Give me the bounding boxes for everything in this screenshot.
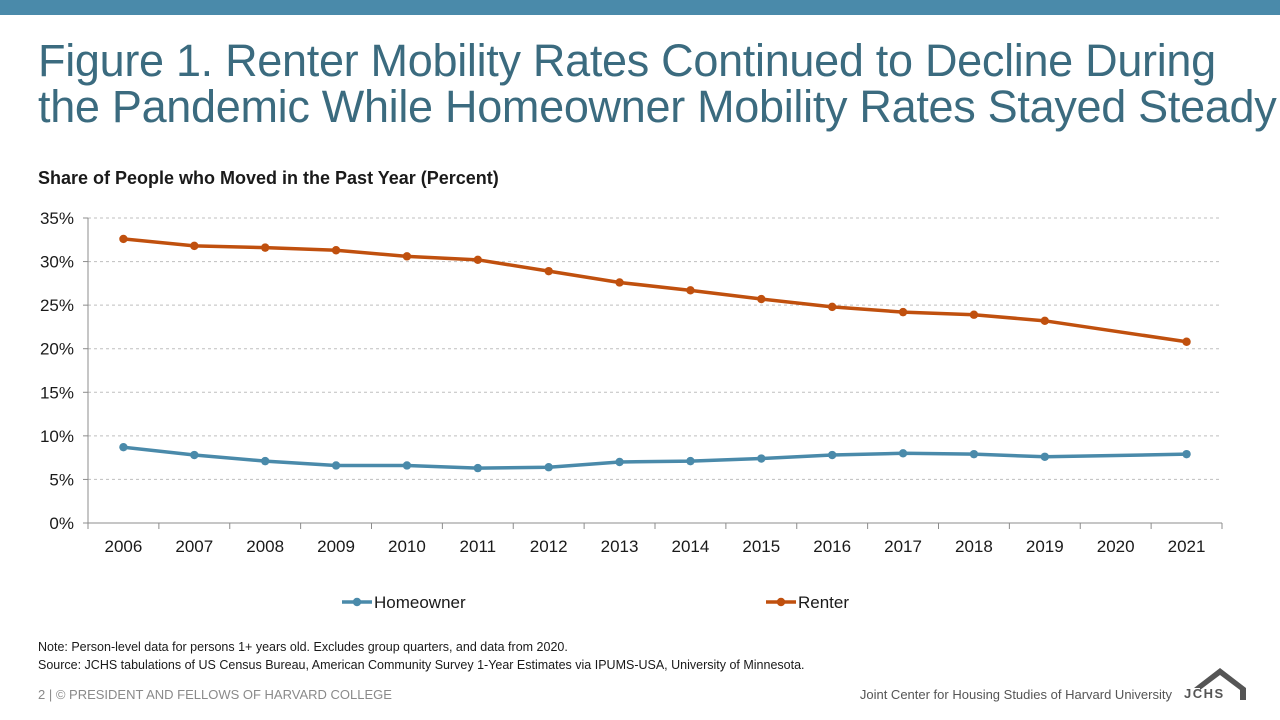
y-tick-label-25: 25% xyxy=(40,296,74,315)
renter-point-2006 xyxy=(119,234,128,244)
homeowner-point-2013 xyxy=(615,457,624,467)
legend-renter-marker xyxy=(776,597,786,607)
y-tick-label-30: 30% xyxy=(40,253,74,272)
jchs-house-icon xyxy=(1194,668,1246,700)
x-tick-label-2011: 2011 xyxy=(460,537,497,556)
homeowner-point-2016 xyxy=(827,450,837,460)
renter-point-2017 xyxy=(898,307,908,317)
y-tick-label-0: 0% xyxy=(49,514,74,533)
homeowner-point-2019 xyxy=(1040,452,1050,461)
top-accent-bar xyxy=(0,0,1280,15)
homeowner-point-2009 xyxy=(331,461,341,470)
homeowner-point-2014 xyxy=(686,456,695,466)
legend-homeowner-label: Homeowner xyxy=(374,593,466,612)
x-tick-label-2012: 2012 xyxy=(530,537,568,556)
renter-point-2019 xyxy=(1040,316,1050,326)
homeowner-point-2007 xyxy=(190,450,199,460)
x-tick-label-2019: 2019 xyxy=(1026,537,1064,556)
x-tick-label-2020: 2020 xyxy=(1097,537,1135,556)
homeowner-point-2010 xyxy=(402,461,412,470)
x-tick-label-2014: 2014 xyxy=(672,537,710,556)
legend-homeowner-marker xyxy=(352,597,362,607)
x-tick-label-2007: 2007 xyxy=(175,537,213,556)
renter-point-2011 xyxy=(473,255,483,265)
x-tick-label-2018: 2018 xyxy=(955,537,993,556)
footer-organization: Joint Center for Housing Studies of Harv… xyxy=(859,687,1172,702)
chart-notes: Note: Person-level data for persons 1+ y… xyxy=(38,638,805,674)
renter-point-2014 xyxy=(686,286,695,295)
y-tick-label-10: 10% xyxy=(40,427,74,446)
y-tick-label-15: 15% xyxy=(40,383,74,402)
y-tick-label-20: 20% xyxy=(40,340,74,359)
renter-point-2012 xyxy=(544,266,553,276)
homeowner-point-2021 xyxy=(1182,449,1191,459)
x-tick-label-2016: 2016 xyxy=(813,537,851,556)
homeowner-point-2017 xyxy=(898,449,908,458)
homeowner-point-2008 xyxy=(260,456,270,466)
y-tick-label-5: 5% xyxy=(49,470,74,489)
renter-point-2008 xyxy=(260,243,270,252)
x-tick-label-2013: 2013 xyxy=(601,537,639,556)
x-tick-label-2008: 2008 xyxy=(246,537,284,556)
renter-point-2015 xyxy=(757,294,766,304)
renter-point-2010 xyxy=(402,252,412,261)
renter-series-line xyxy=(123,237,1187,344)
x-tick-label-2017: 2017 xyxy=(884,537,922,556)
x-tick-label-2006: 2006 xyxy=(105,537,143,556)
renter-point-2018 xyxy=(969,310,979,319)
x-tick-label-2010: 2010 xyxy=(388,537,426,556)
x-tick-label-2015: 2015 xyxy=(742,537,780,556)
homeowner-point-2018 xyxy=(969,449,979,459)
homeowner-point-2006 xyxy=(119,442,128,452)
footer-copyright: 2 | © PRESIDENT AND FELLOWS OF HARVARD C… xyxy=(38,687,392,702)
homeowner-point-2012 xyxy=(544,463,553,472)
renter-point-2013 xyxy=(615,278,624,287)
homeowner-point-2011 xyxy=(473,463,483,473)
note-text: Note: Person-level data for persons 1+ y… xyxy=(38,640,568,654)
title-line-2: the Pandemic While Homeowner Mobility Ra… xyxy=(38,81,1277,132)
renter-point-2016 xyxy=(827,302,837,312)
title-line-1: Figure 1. Renter Mobility Rates Continue… xyxy=(38,35,1216,86)
renter-point-2021 xyxy=(1182,337,1191,346)
y-tick-label-35: 35% xyxy=(40,209,74,228)
x-tick-label-2021: 2021 xyxy=(1168,537,1206,556)
homeowner-point-2015 xyxy=(757,454,766,463)
chart-title: Share of People who Moved in the Past Ye… xyxy=(38,168,499,188)
x-tick-label-2009: 2009 xyxy=(317,537,355,556)
legend-renter-label: Renter xyxy=(798,593,849,612)
slide-title: Figure 1. Renter Mobility Rates Continue… xyxy=(38,35,1277,132)
jchs-logo-text: JCHS xyxy=(1184,686,1225,701)
homeowner-series-line xyxy=(123,445,1187,470)
source-text: Source: JCHS tabulations of US Census Bu… xyxy=(38,658,805,672)
renter-point-2007 xyxy=(190,241,199,251)
renter-point-2009 xyxy=(331,246,341,255)
line-chart: 0% 5% 10% 15% 20% 25% 30% 35% 2006 2007 2008 2009 20… xyxy=(40,209,1223,612)
